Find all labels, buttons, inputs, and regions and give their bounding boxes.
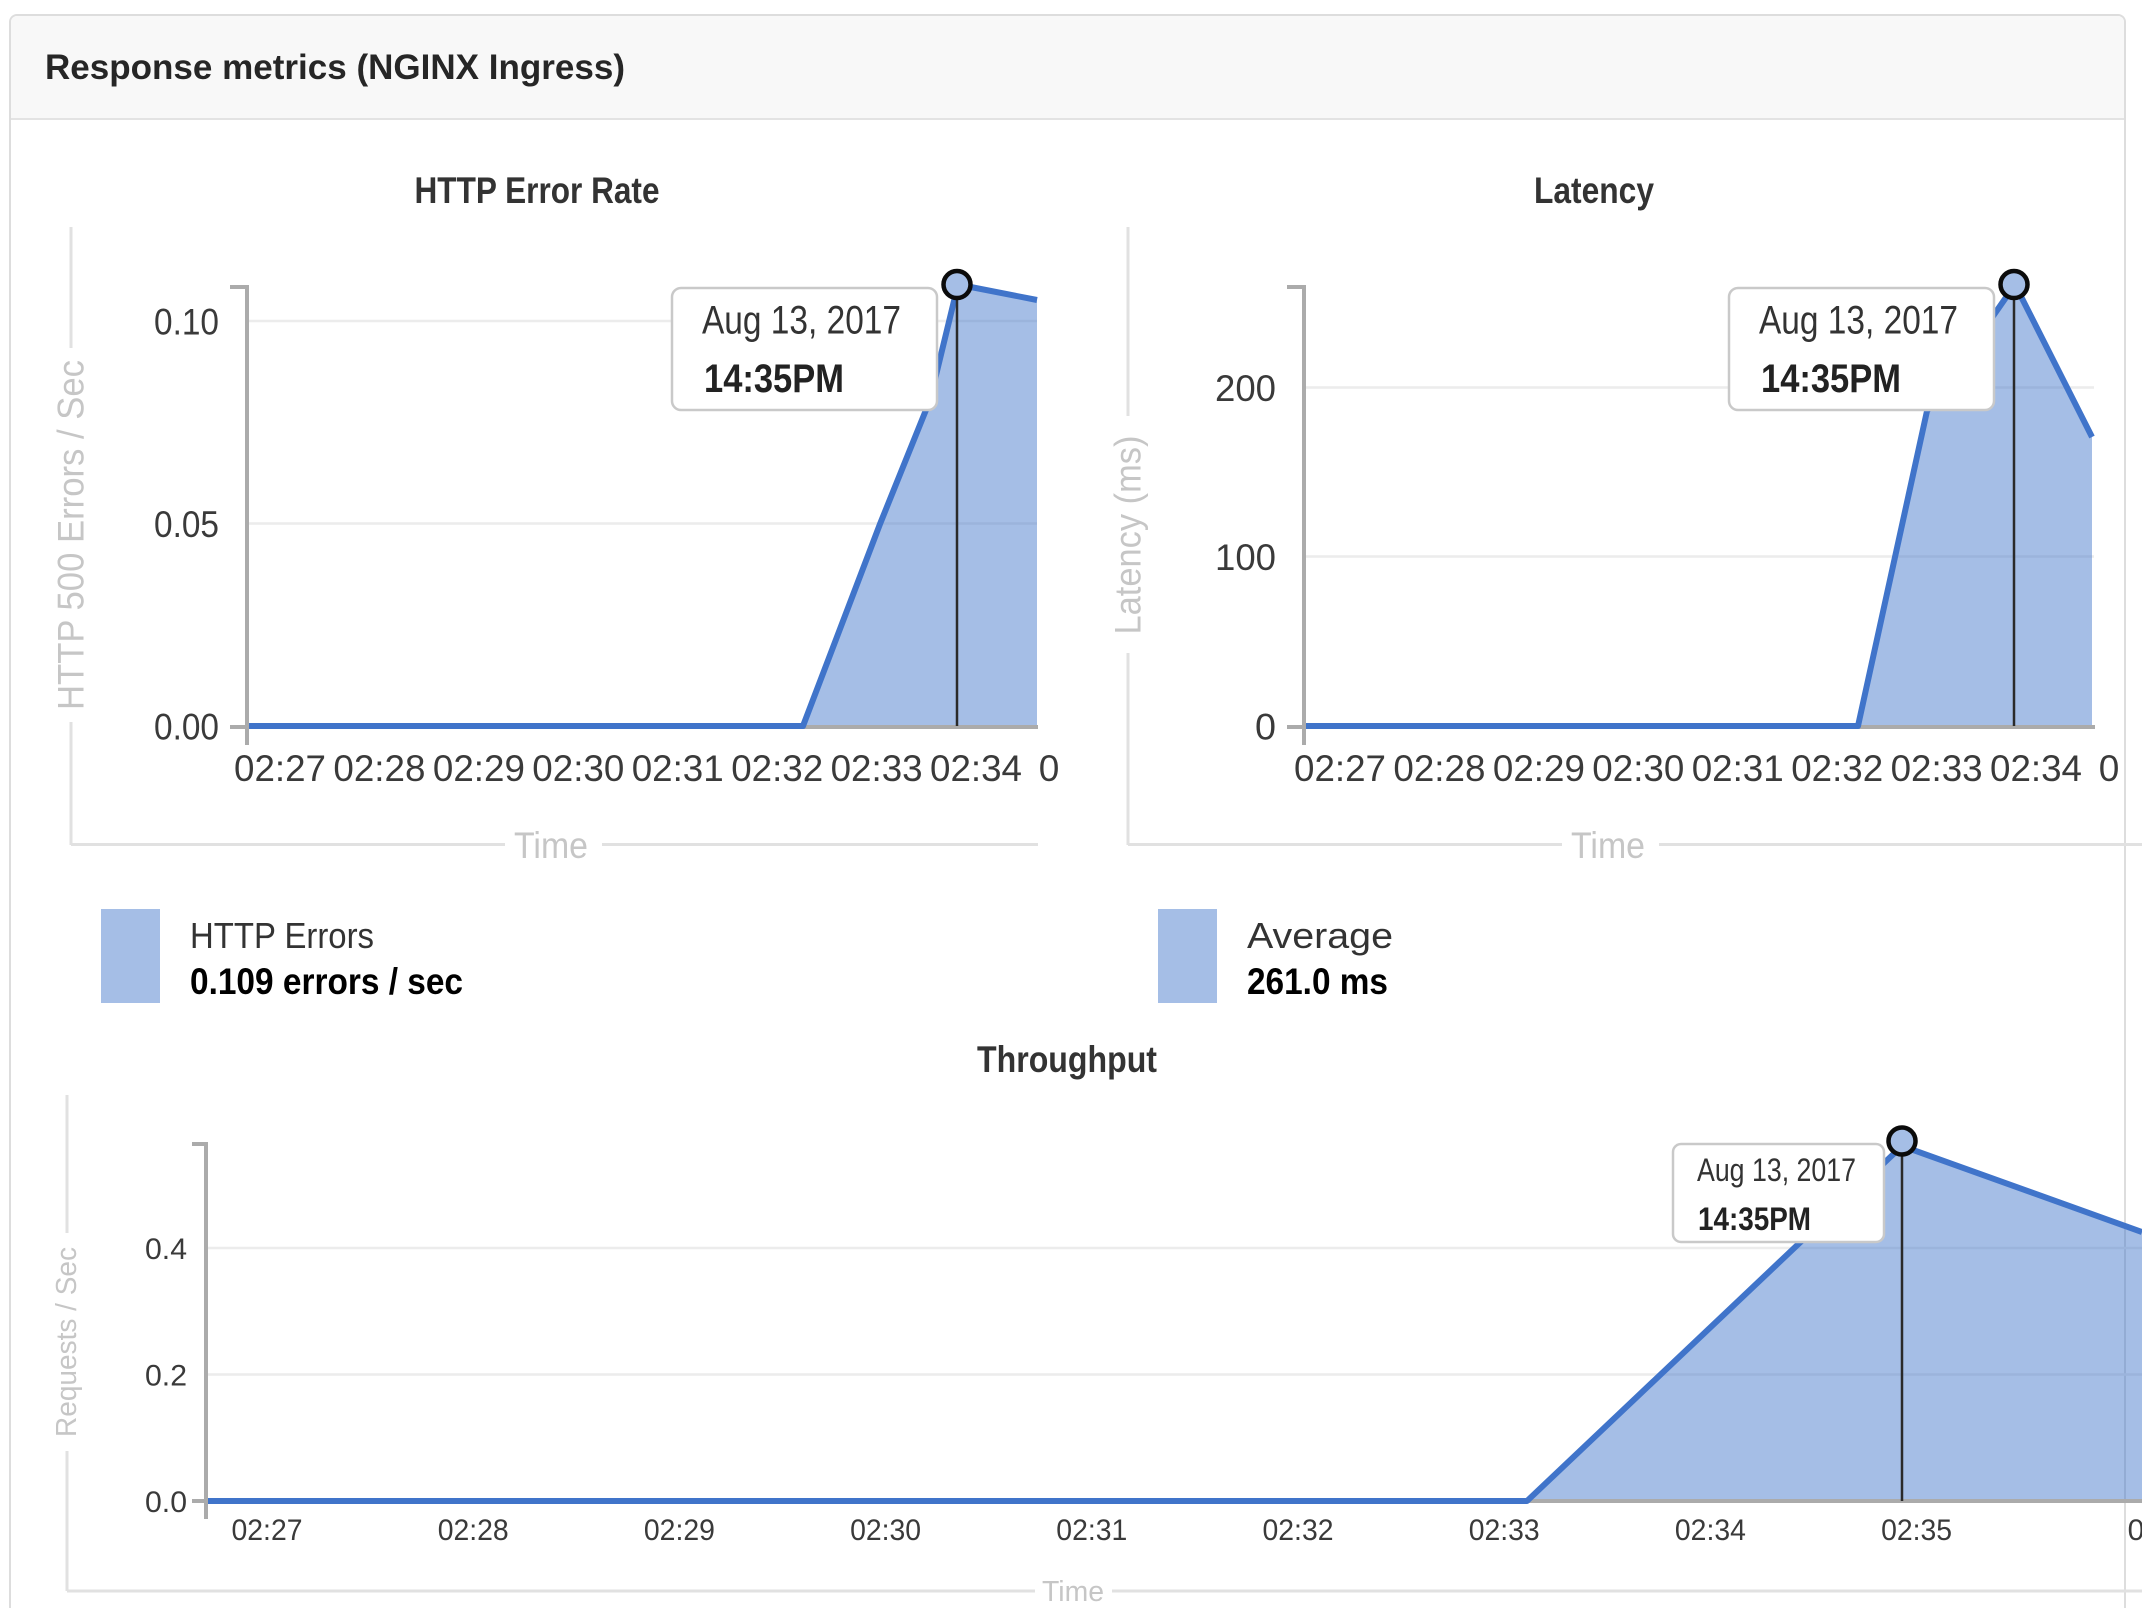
svg-text:0: 0: [1039, 748, 1060, 789]
svg-text:100: 100: [1215, 537, 1276, 578]
svg-text:02:30: 02:30: [1592, 748, 1684, 789]
svg-text:02:31: 02:31: [1692, 748, 1784, 789]
svg-text:HTTP 500 Errors / Sec: HTTP 500 Errors / Sec: [51, 360, 92, 710]
svg-text:02:35: 02:35: [1881, 1514, 1952, 1547]
svg-text:200: 200: [1215, 368, 1276, 409]
svg-text:0.109 errors / sec: 0.109 errors / sec: [190, 961, 463, 1002]
svg-text:0.05: 0.05: [154, 504, 219, 545]
svg-text:Response metrics (NGINX Ingres: Response metrics (NGINX Ingress): [45, 48, 625, 87]
svg-text:Average: Average: [1247, 915, 1393, 956]
svg-text:02:27: 02:27: [1294, 748, 1386, 789]
svg-text:0.00: 0.00: [154, 707, 219, 748]
svg-text:02:29: 02:29: [433, 748, 525, 789]
svg-text:0.0: 0.0: [145, 1486, 187, 1519]
svg-text:02:29: 02:29: [644, 1514, 715, 1547]
svg-text:Time: Time: [514, 825, 588, 866]
svg-text:02:30: 02:30: [850, 1514, 921, 1547]
svg-text:02:27: 02:27: [234, 748, 326, 789]
svg-text:02:28: 02:28: [1393, 748, 1485, 789]
svg-text:Throughput: Throughput: [977, 1039, 1157, 1080]
svg-text:0: 0: [2099, 748, 2120, 789]
svg-text:02:30: 02:30: [532, 748, 624, 789]
svg-text:HTTP Error Rate: HTTP Error Rate: [415, 170, 660, 211]
svg-text:02:34: 02:34: [1990, 748, 2082, 789]
svg-text:02:28: 02:28: [438, 1514, 509, 1547]
svg-text:02:34: 02:34: [930, 748, 1022, 789]
svg-text:02:33: 02:33: [1891, 748, 1983, 789]
svg-text:261.0 ms: 261.0 ms: [1247, 961, 1388, 1002]
svg-text:02:31: 02:31: [1056, 1514, 1127, 1547]
svg-text:14:35PM: 14:35PM: [1761, 357, 1901, 401]
svg-text:Latency: Latency: [1534, 170, 1654, 211]
svg-text:02:28: 02:28: [333, 748, 425, 789]
svg-text:02:34: 02:34: [1675, 1514, 1746, 1547]
svg-text:Aug 13, 2017: Aug 13, 2017: [1697, 1152, 1856, 1188]
svg-text:02:31: 02:31: [632, 748, 724, 789]
svg-text:02:32: 02:32: [1263, 1514, 1334, 1547]
svg-text:Requests / Sec: Requests / Sec: [51, 1247, 83, 1437]
svg-text:02:29: 02:29: [1493, 748, 1585, 789]
svg-text:02:32: 02:32: [731, 748, 823, 789]
svg-text:14:35PM: 14:35PM: [1698, 1201, 1811, 1237]
svg-text:Time: Time: [1571, 825, 1645, 866]
svg-text:14:35PM: 14:35PM: [704, 357, 844, 401]
svg-text:0: 0: [1255, 707, 1276, 748]
svg-text:0.10: 0.10: [154, 302, 219, 343]
svg-text:Latency (ms): Latency (ms): [1108, 436, 1149, 635]
svg-text:02:33: 02:33: [831, 748, 923, 789]
svg-text:Aug 13, 2017: Aug 13, 2017: [702, 299, 901, 343]
svg-text:Time: Time: [1042, 1576, 1104, 1608]
svg-text:0.4: 0.4: [145, 1233, 187, 1266]
svg-text:Aug 13, 2017: Aug 13, 2017: [1759, 299, 1958, 343]
svg-text:HTTP Errors: HTTP Errors: [190, 915, 374, 956]
svg-text:02:27: 02:27: [232, 1514, 303, 1547]
svg-text:0: 0: [2128, 1514, 2142, 1547]
svg-text:0.2: 0.2: [145, 1360, 187, 1393]
svg-text:02:32: 02:32: [1791, 748, 1883, 789]
svg-text:02:33: 02:33: [1469, 1514, 1540, 1547]
